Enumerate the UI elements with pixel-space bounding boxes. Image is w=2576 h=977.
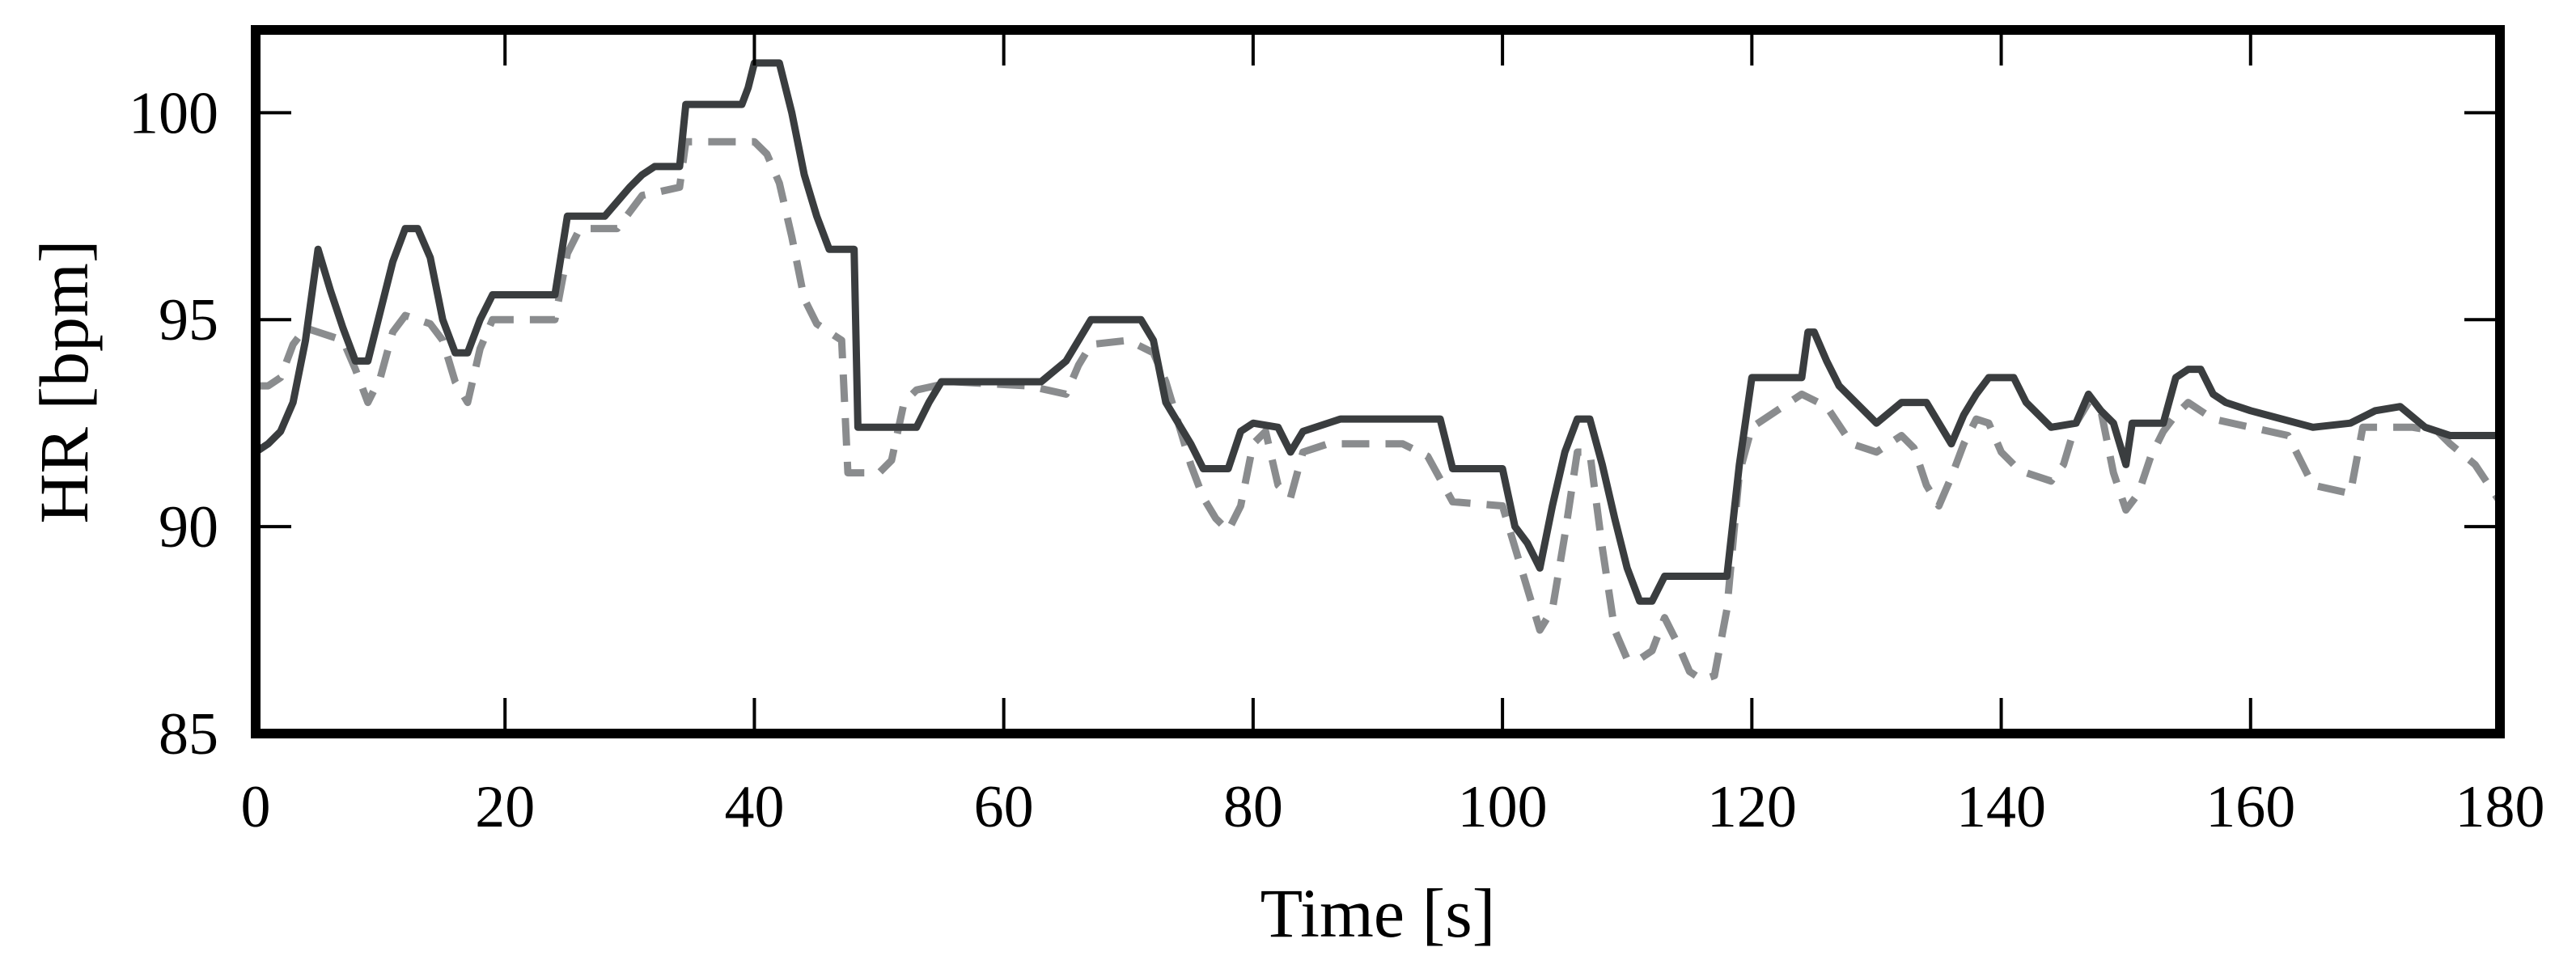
x-tick-label: 180 xyxy=(2455,774,2545,840)
series-layer xyxy=(253,59,2503,683)
plot-frame xyxy=(251,25,2505,738)
x-tick-label: 40 xyxy=(724,774,784,840)
y-tick-label: 100 xyxy=(129,80,218,146)
series-line-solid xyxy=(253,59,2500,605)
x-tick-label: 160 xyxy=(2205,774,2295,840)
y-tick-label: 95 xyxy=(159,287,218,353)
y-axis-ticks: 85 90 95 100 xyxy=(129,80,2500,768)
x-tick-label: 120 xyxy=(1707,774,1797,840)
y-axis-label: HR [bpm] xyxy=(25,239,103,523)
x-axis-label: Time [s] xyxy=(1260,874,1496,952)
x-tick-label: 80 xyxy=(1223,774,1283,840)
x-axis-ticks: 0 20 40 60 80 100 120 140 160 180 xyxy=(241,30,2545,840)
series-line-dashed xyxy=(256,137,2503,683)
x-tick-label: 20 xyxy=(475,774,535,840)
x-tick-label: 60 xyxy=(974,774,1034,840)
y-tick-label: 90 xyxy=(159,494,218,560)
x-tick-label: 100 xyxy=(1458,774,1548,840)
x-tick-label: 0 xyxy=(241,774,271,840)
y-tick-label: 85 xyxy=(159,701,218,768)
x-tick-label: 140 xyxy=(1956,774,2046,840)
